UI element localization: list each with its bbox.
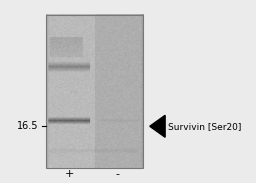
Text: Survivin [Ser20]: Survivin [Ser20] [168, 122, 241, 131]
Text: 16.5: 16.5 [17, 121, 38, 131]
Text: +: + [65, 169, 74, 179]
Polygon shape [150, 115, 165, 137]
Bar [46, 15, 143, 168]
Text: -: - [116, 169, 120, 179]
